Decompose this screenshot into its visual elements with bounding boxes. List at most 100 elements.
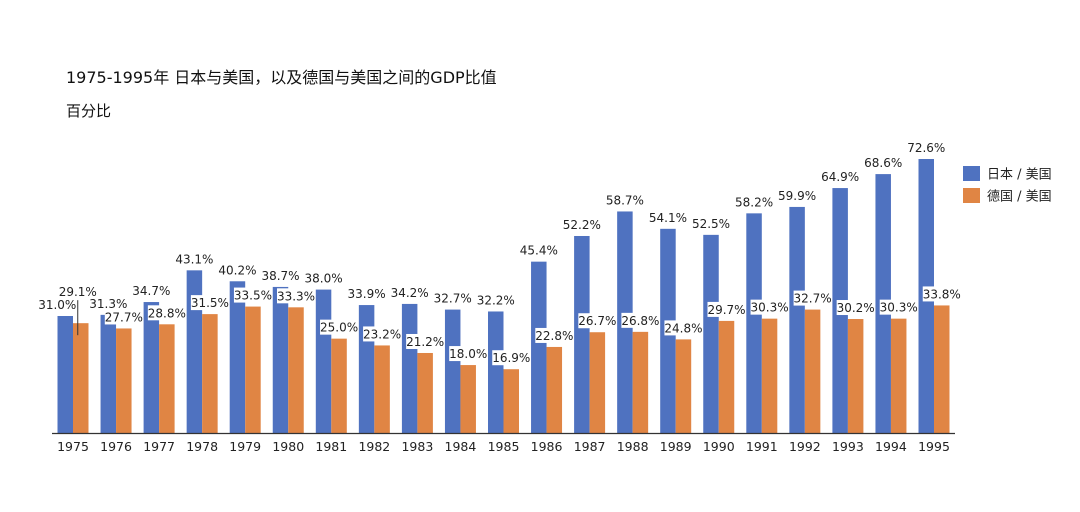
- data-label-bg: [190, 295, 229, 311]
- bar-japan-1979: [229, 281, 246, 433]
- x-tick-label: 1993: [832, 439, 864, 454]
- legend-label-1: 德国 / 美国: [987, 190, 1052, 205]
- bar-japan-1984: [444, 309, 461, 433]
- data-label-bg: [363, 326, 402, 342]
- data-label-bg: [320, 319, 359, 335]
- chart-subtitle: 百分比: [66, 102, 112, 120]
- data-label-bg: [621, 312, 660, 328]
- x-tick-label: 1988: [617, 439, 649, 454]
- bar-germany-1991: [761, 318, 778, 433]
- bar-japan-1987: [574, 235, 590, 433]
- x-tick-label: 1995: [918, 439, 950, 454]
- data-label-germany-1989: 24.8%: [664, 321, 702, 335]
- x-tick-label: 1994: [875, 439, 907, 454]
- legend-swatch-0: [963, 166, 980, 181]
- data-label-japan-1982: 33.9%: [348, 287, 386, 301]
- data-label-germany-1984: 18.0%: [449, 347, 487, 361]
- bar-germany-1986: [546, 346, 563, 433]
- data-label-japan-1983: 34.2%: [391, 286, 429, 300]
- legend-label-0: 日本 / 美国: [987, 168, 1052, 183]
- bar-japan-1985: [488, 311, 504, 433]
- data-label-bg: [535, 327, 574, 343]
- x-tick-label: 1978: [186, 439, 218, 454]
- data-label-germany-1977: 28.8%: [148, 306, 186, 320]
- x-tick-label: 1980: [272, 439, 304, 454]
- x-tick-label: 1991: [746, 439, 778, 454]
- bar-germany-1994: [890, 318, 907, 433]
- x-tick-label: 1977: [143, 439, 175, 454]
- data-label-bg: [836, 300, 875, 316]
- data-label-germany-1979: 33.5%: [234, 289, 272, 303]
- data-label-bg: [750, 299, 789, 315]
- data-label-germany-1975: 29.1%: [59, 285, 97, 299]
- data-label-japan-1978: 43.1%: [175, 252, 213, 266]
- data-label-japan-1995: 72.6%: [907, 141, 945, 155]
- bar-japan-1976: [100, 314, 117, 433]
- data-label-germany-1994: 30.3%: [880, 301, 918, 315]
- data-label-japan-1991: 58.2%: [735, 195, 773, 209]
- data-label-japan-1985: 32.2%: [477, 293, 515, 307]
- data-label-japan-1987: 52.2%: [563, 218, 601, 232]
- x-tick-label: 1987: [574, 439, 606, 454]
- data-label-bg: [664, 320, 703, 336]
- data-label-germany-1992: 32.7%: [794, 292, 832, 306]
- data-label-bg: [104, 309, 143, 325]
- bar-japan-1991: [746, 213, 762, 433]
- data-label-japan-1989: 54.1%: [649, 211, 687, 225]
- data-label-japan-1975: 31.0%: [38, 298, 76, 312]
- data-label-germany-1993: 30.2%: [837, 301, 875, 315]
- data-label-germany-1990: 29.7%: [707, 303, 745, 317]
- x-tick-label: 1976: [100, 439, 132, 454]
- bar-germany-1977: [159, 324, 175, 433]
- x-tick-label: 1975: [57, 439, 89, 454]
- x-tick-label: 1989: [660, 439, 692, 454]
- data-label-bg: [922, 286, 961, 302]
- x-tick-label: 1985: [488, 439, 520, 454]
- data-label-japan-1994: 68.6%: [864, 156, 902, 170]
- data-label-japan-1976: 31.3%: [89, 297, 127, 311]
- data-label-japan-1979: 40.2%: [218, 263, 256, 277]
- data-label-bg: [277, 288, 315, 304]
- data-label-bg: [233, 287, 272, 303]
- bar-germany-1987: [589, 332, 606, 433]
- data-label-bg: [879, 299, 918, 315]
- data-label-bg: [793, 290, 832, 306]
- x-tick-label: 1983: [401, 439, 433, 454]
- bar-germany-1981: [331, 338, 347, 433]
- data-label-japan-1990: 52.5%: [692, 217, 730, 231]
- bar-germany-1988: [632, 331, 649, 433]
- bar-japan-1986: [531, 261, 547, 433]
- bar-japan-1975: [57, 316, 73, 433]
- bar-germany-1993: [847, 319, 864, 433]
- x-tick-label: 1990: [703, 439, 735, 454]
- data-label-japan-1984: 32.7%: [434, 292, 472, 306]
- bar-japan-1992: [789, 206, 805, 433]
- bar-germany-1980: [288, 307, 304, 433]
- data-label-japan-1988: 58.7%: [606, 193, 644, 207]
- data-label-japan-1980: 38.7%: [261, 269, 299, 283]
- data-label-germany-1995: 33.8%: [923, 287, 961, 301]
- data-label-germany-1981: 25.0%: [320, 321, 358, 335]
- data-label-japan-1986: 45.4%: [520, 244, 558, 258]
- data-label-germany-1976: 27.7%: [105, 310, 143, 324]
- data-label-bg: [707, 301, 746, 317]
- bar-japan-1977: [143, 302, 160, 433]
- data-label-japan-1977: 34.7%: [132, 284, 170, 298]
- legend-swatch-1: [963, 188, 980, 203]
- data-label-germany-1986: 22.8%: [535, 329, 573, 343]
- chart-title: 1975-1995年 日本与美国，以及德国与美国之间的GDP比值: [66, 68, 497, 87]
- bar-germany-1978: [202, 314, 218, 433]
- bar-germany-1982: [374, 345, 390, 433]
- bar-japan-1982: [358, 305, 375, 433]
- data-label-germany-1983: 21.2%: [406, 335, 444, 349]
- bar-japan-1980: [272, 286, 289, 433]
- data-label-germany-1987: 26.7%: [578, 314, 616, 328]
- bar-japan-1981: [315, 289, 332, 433]
- x-tick-label: 1982: [358, 439, 390, 454]
- bar-germany-1985: [503, 369, 519, 433]
- bar-germany-1990: [718, 320, 735, 433]
- data-label-germany-1985: 16.9%: [492, 351, 530, 365]
- data-label-bg: [147, 305, 186, 321]
- data-label-germany-1980: 33.3%: [277, 289, 315, 303]
